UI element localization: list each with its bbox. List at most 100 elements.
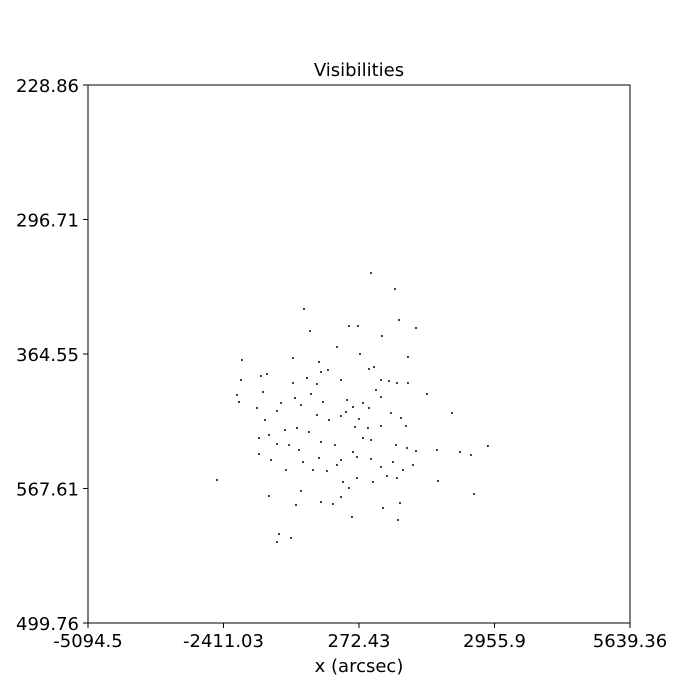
point <box>366 426 369 429</box>
x-tick-label: 2955.9 <box>463 631 526 652</box>
point <box>335 463 338 466</box>
point <box>393 287 396 290</box>
point <box>350 515 353 518</box>
point <box>267 494 270 497</box>
point <box>295 503 298 506</box>
point <box>331 502 334 505</box>
point <box>321 400 324 403</box>
chart-title: Visibilities <box>314 60 404 81</box>
point <box>385 474 388 477</box>
point <box>425 392 428 395</box>
point <box>275 442 278 445</box>
point <box>361 436 364 439</box>
point <box>405 446 408 449</box>
point <box>397 318 400 321</box>
point <box>371 480 374 483</box>
point <box>300 489 303 492</box>
point <box>240 378 243 381</box>
point <box>260 374 263 377</box>
point <box>317 361 320 364</box>
point <box>469 453 472 456</box>
point <box>379 378 382 381</box>
point <box>264 418 267 421</box>
point <box>335 345 338 348</box>
point <box>315 413 318 416</box>
point <box>399 416 402 419</box>
point <box>240 358 243 361</box>
point <box>285 468 288 471</box>
point <box>290 536 293 539</box>
point <box>300 403 303 406</box>
point <box>355 455 358 458</box>
point <box>255 406 258 409</box>
point <box>265 372 268 375</box>
point <box>301 460 304 463</box>
point <box>347 324 350 327</box>
point <box>414 449 417 452</box>
point <box>307 430 310 433</box>
point <box>295 426 298 429</box>
point <box>333 443 336 446</box>
point <box>394 443 397 446</box>
point <box>353 425 356 428</box>
point <box>340 495 343 498</box>
point <box>270 458 273 461</box>
y-tick-label: 228.86 <box>16 76 79 97</box>
point <box>379 424 382 427</box>
point <box>327 418 330 421</box>
point <box>325 469 328 472</box>
point <box>381 506 384 509</box>
y-tick-label: 567.61 <box>16 479 79 500</box>
point <box>310 392 313 395</box>
point <box>450 411 453 414</box>
point <box>436 479 439 482</box>
x-tick-label: -2411.03 <box>183 631 264 652</box>
point <box>277 532 280 535</box>
x-tick-label: -5094.5 <box>53 631 122 652</box>
point <box>280 401 283 404</box>
point <box>340 414 343 417</box>
point <box>404 424 407 427</box>
point <box>320 370 323 373</box>
point <box>275 540 278 543</box>
point <box>396 518 399 521</box>
point <box>235 393 238 396</box>
point <box>326 368 329 371</box>
point <box>315 382 318 385</box>
x-tick-label: 5639.36 <box>593 631 667 652</box>
point <box>238 400 241 403</box>
point <box>287 443 290 446</box>
point <box>380 334 383 337</box>
point <box>340 458 343 461</box>
point <box>414 327 417 330</box>
point <box>257 452 260 455</box>
y-tick-label: 499.76 <box>16 614 79 635</box>
point <box>356 324 359 327</box>
point <box>458 450 461 453</box>
point <box>406 381 409 384</box>
point <box>347 486 350 489</box>
y-tick-label: 364.55 <box>16 345 79 366</box>
point <box>389 411 392 414</box>
point <box>472 492 475 495</box>
point <box>345 410 348 413</box>
point <box>351 405 354 408</box>
point <box>345 398 348 401</box>
point <box>486 444 489 447</box>
point <box>374 388 377 391</box>
point <box>284 428 287 431</box>
point <box>291 381 294 384</box>
point <box>398 501 401 504</box>
point <box>379 465 382 468</box>
point <box>305 376 308 379</box>
point <box>257 436 260 439</box>
point <box>379 395 382 398</box>
point <box>406 355 409 358</box>
point <box>215 478 218 481</box>
point <box>294 396 297 399</box>
point <box>317 456 320 459</box>
point <box>275 409 278 412</box>
point <box>340 378 343 381</box>
